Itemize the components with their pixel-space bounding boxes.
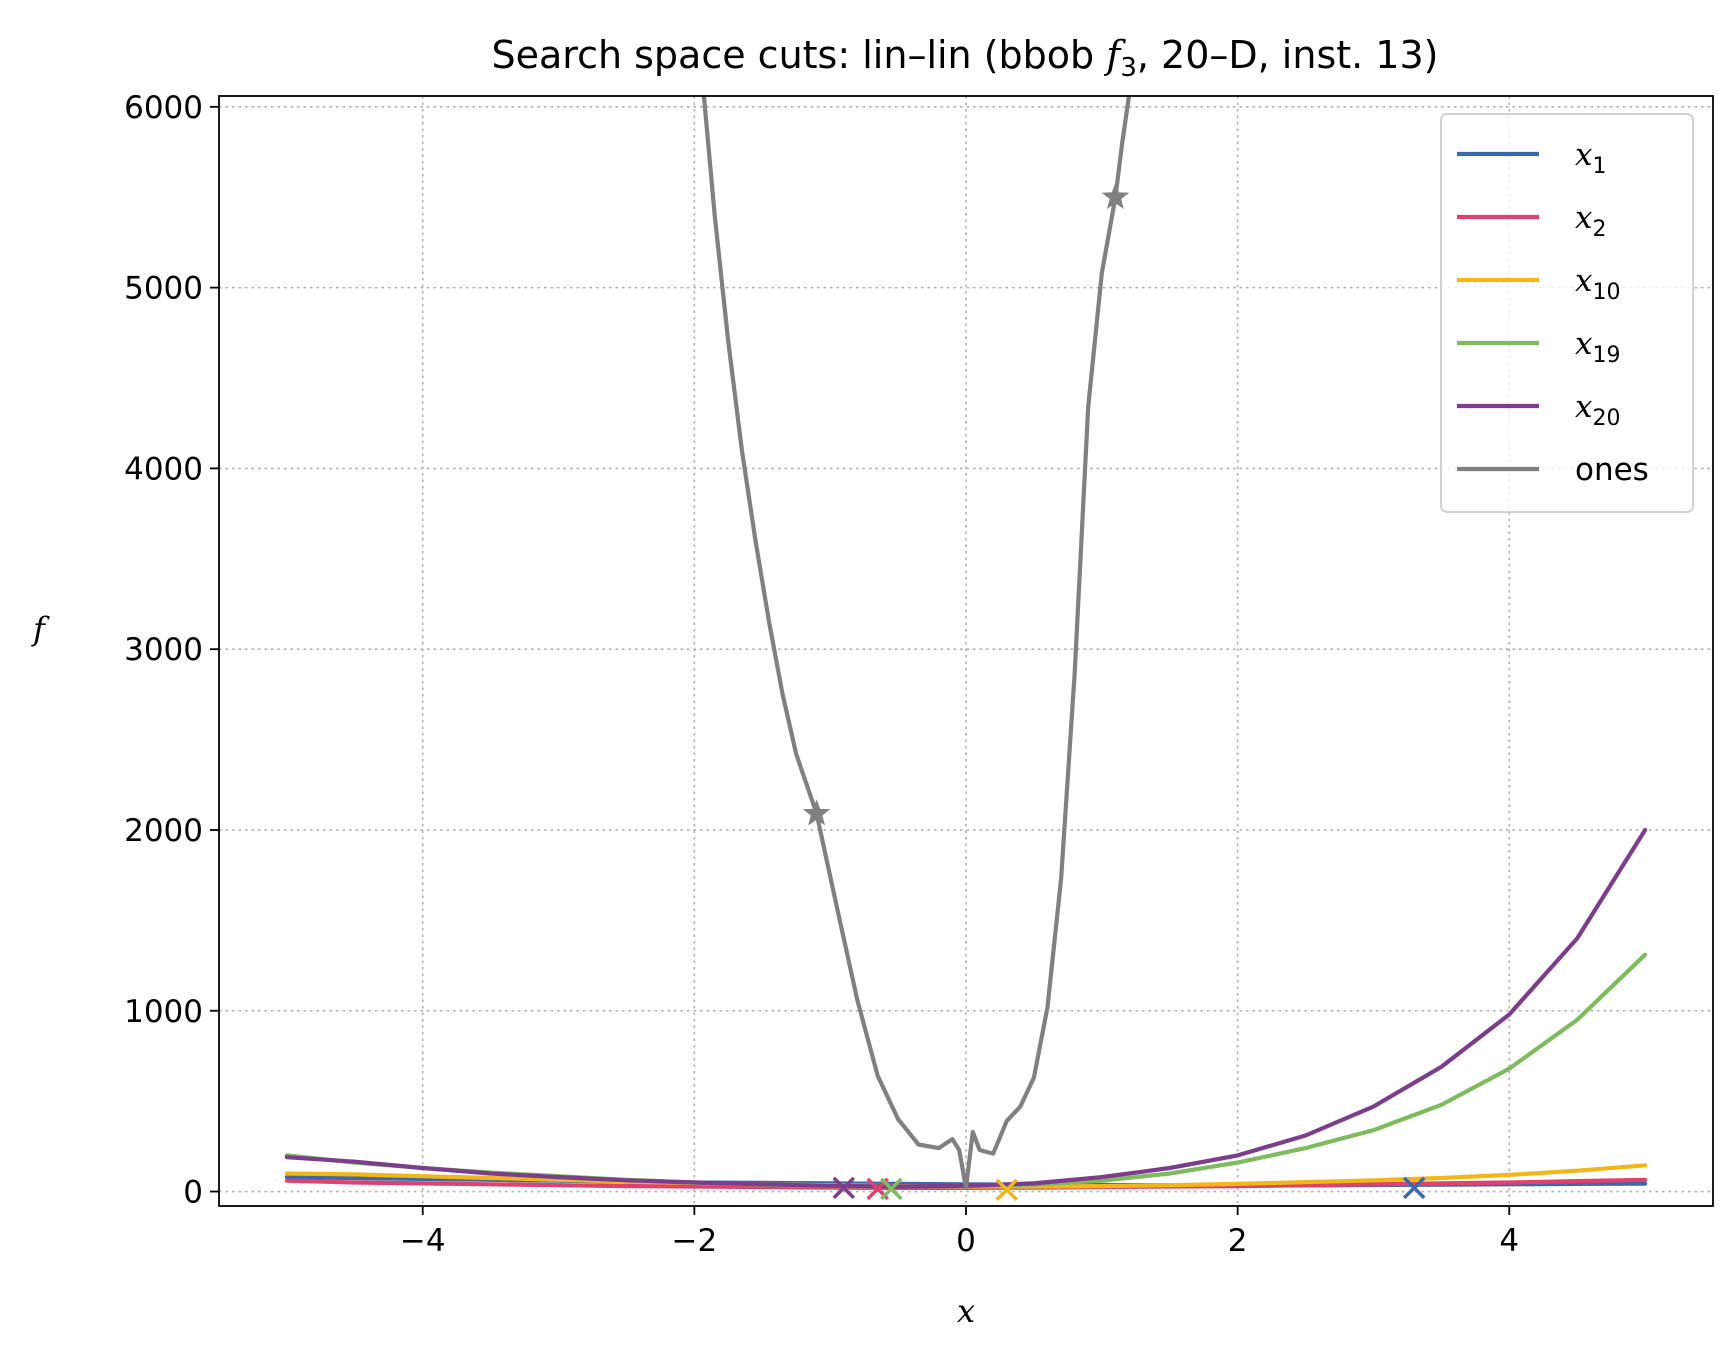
y-tick-label: 1000 bbox=[124, 994, 203, 1030]
x-marker-x1 bbox=[1402, 1176, 1426, 1200]
grid bbox=[219, 96, 1713, 1206]
legend-box bbox=[1440, 113, 1694, 513]
y-tick-label: 0 bbox=[183, 1175, 203, 1211]
legend-entry: x2 bbox=[1575, 200, 1606, 242]
series-line-ones bbox=[701, 96, 1132, 1191]
x-marker-x20 bbox=[832, 1176, 856, 1200]
x-marker-x19 bbox=[880, 1177, 903, 1201]
x-tick-label: −4 bbox=[400, 1223, 446, 1259]
legend-entry: x1 bbox=[1575, 137, 1606, 179]
y-axis-ticks: 0 1000 2000 3000 4000 5000 6000 bbox=[124, 90, 219, 1211]
x-marker-x10 bbox=[995, 1178, 1018, 1201]
star-marker bbox=[1101, 182, 1130, 209]
y-tick-label: 3000 bbox=[124, 632, 203, 668]
x-tick-label: 4 bbox=[1499, 1223, 1519, 1259]
legend-entry: x20 bbox=[1575, 389, 1620, 431]
legend: x1 x2 x10 x19 x20 ones bbox=[1440, 113, 1694, 513]
y-tick-label: 2000 bbox=[124, 813, 203, 849]
chart-title-suffix: , 20–D, inst. 13) bbox=[1137, 33, 1439, 77]
x-tick-label: −2 bbox=[672, 1223, 718, 1259]
chart-title-prefix: Search space cuts: lin–lin (bbob bbox=[492, 33, 1107, 77]
y-tick-label: 5000 bbox=[124, 271, 203, 307]
chart-title-func-sub: 3 bbox=[1120, 53, 1137, 83]
star-marker bbox=[802, 799, 831, 826]
y-tick-label: 6000 bbox=[124, 90, 203, 126]
y-tick-label: 4000 bbox=[124, 451, 203, 487]
legend-entry: ones bbox=[1575, 452, 1649, 488]
x-tick-label: 0 bbox=[956, 1223, 976, 1259]
marker-layer bbox=[802, 182, 1426, 1201]
chart-title: Search space cuts: lin–lin (bbob f3, 20–… bbox=[492, 33, 1439, 83]
x-tick-label: 2 bbox=[1228, 1223, 1248, 1259]
x-axis-label: x bbox=[957, 1292, 975, 1330]
legend-entry: x10 bbox=[1575, 263, 1620, 305]
x-axis-ticks: −4 −2 0 2 4 bbox=[400, 1206, 1519, 1259]
legend-entry: x19 bbox=[1575, 326, 1620, 368]
